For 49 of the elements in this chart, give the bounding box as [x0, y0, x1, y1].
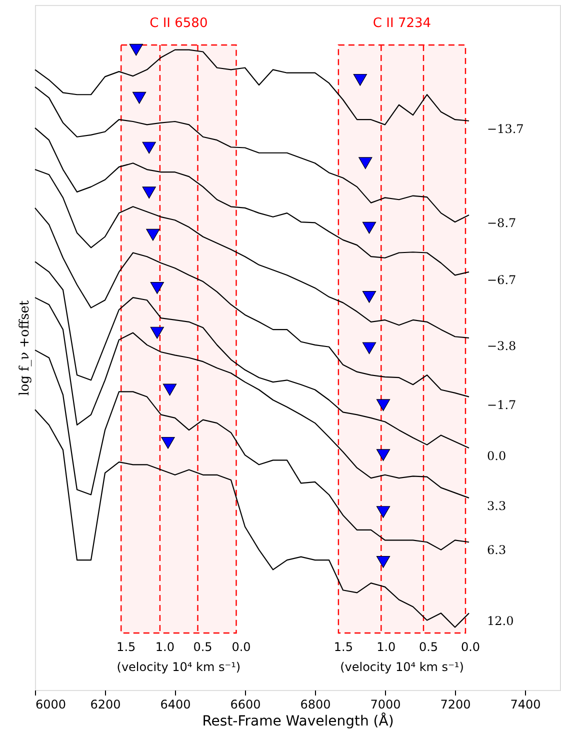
series-label: 6.3 [487, 543, 506, 558]
series-label: 0.0 [487, 449, 506, 464]
x-tick-label: 6200 [90, 698, 121, 712]
x-tick-label: 6400 [160, 698, 191, 712]
point [132, 92, 146, 104]
point [162, 384, 177, 396]
point [362, 222, 376, 234]
x-tick-label: 6800 [300, 698, 331, 712]
series-label: −1.7 [487, 398, 516, 412]
series-label: −8.7 [487, 216, 516, 230]
point [146, 228, 160, 241]
series-label: 12.0 [487, 614, 514, 628]
band-label: C II 6580 [150, 16, 208, 31]
x-tick-label: 6600 [230, 698, 261, 712]
series-label: −3.8 [487, 338, 516, 353]
annotation: 0.5 [193, 640, 212, 654]
point [376, 506, 390, 518]
point [362, 342, 376, 354]
x-tick-label: 6000 [36, 698, 66, 712]
annotation: 1.5 [334, 640, 353, 654]
annotation: (velocity 10⁴ km s⁻¹) [116, 660, 241, 674]
point [150, 326, 164, 339]
series-label: −13.7 [487, 122, 524, 136]
point [161, 436, 175, 449]
point [142, 142, 156, 154]
series-label: 3.3 [487, 498, 506, 513]
point [142, 186, 156, 199]
x-axis-title: Rest-Frame Wavelength (Å) [202, 712, 394, 730]
annotation: (velocity 10⁴ km s⁻¹) [340, 660, 464, 674]
point [376, 556, 390, 568]
annotation: 0.5 [418, 640, 438, 654]
x-tick-label: 7400 [510, 698, 541, 712]
point [358, 157, 372, 170]
annotation: 1.5 [116, 640, 136, 654]
point [362, 290, 376, 303]
x-tick-label: 7200 [440, 698, 471, 712]
annotation: 1.0 [155, 640, 174, 654]
y-axis-title: log f_ν +offset [18, 300, 32, 396]
point [353, 74, 367, 86]
series-label: −6.7 [487, 272, 516, 287]
point [150, 282, 164, 294]
annotation: 1.0 [376, 640, 396, 654]
point [376, 399, 390, 412]
band-label: C II 7234 [372, 16, 432, 31]
annotation: 0.0 [460, 640, 480, 654]
x-tick-label: 7000 [370, 698, 401, 712]
annotation: 0.0 [232, 640, 251, 654]
point [129, 44, 143, 56]
point [376, 449, 390, 461]
